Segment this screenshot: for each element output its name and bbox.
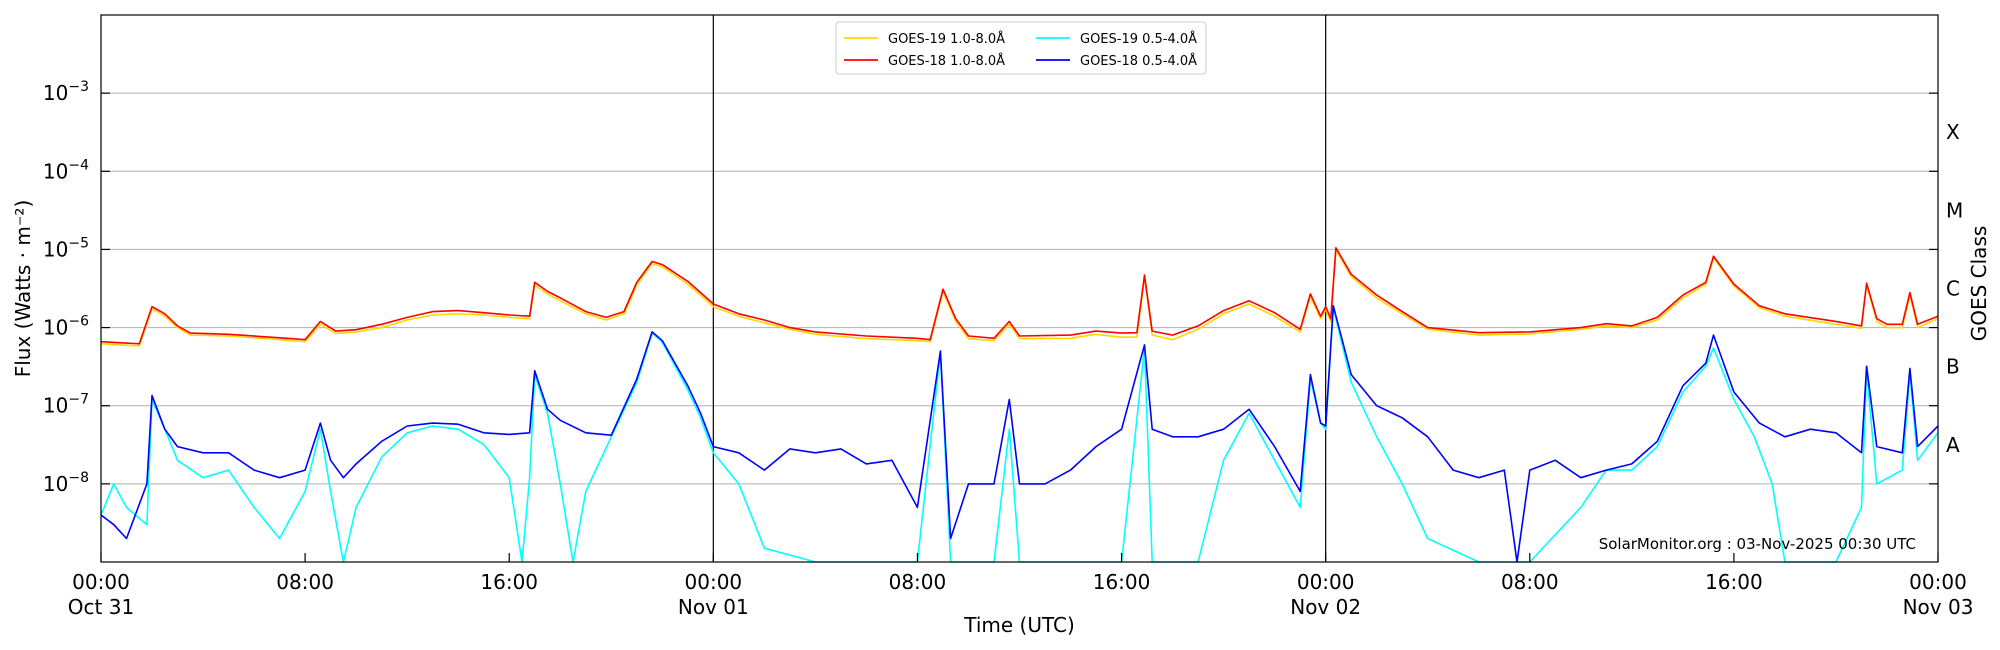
x-tick-label: 00:00 bbox=[72, 570, 130, 594]
x-tick-date-label: Nov 01 bbox=[678, 595, 749, 619]
x-tick-label: 00:00 bbox=[1909, 570, 1967, 594]
legend-label: GOES-18 1.0-8.0Å bbox=[888, 53, 1005, 69]
y-tick-label: 10−8 bbox=[43, 470, 89, 496]
legend: GOES-19 1.0-8.0Å GOES-19 0.5-4.0Å GOES-18 … bbox=[835, 21, 1207, 75]
series-line bbox=[100, 305, 1939, 563]
x-tick-label: 16:00 bbox=[1093, 570, 1151, 594]
x-tick-label: 00:00 bbox=[685, 570, 743, 594]
series-line bbox=[100, 249, 1939, 347]
legend-box bbox=[835, 21, 1207, 75]
x-tick-label: 16:00 bbox=[1705, 570, 1763, 594]
goes-class-label: C bbox=[1946, 277, 1960, 301]
legend-label: GOES-19 1.0-8.0Å bbox=[888, 31, 1005, 47]
goes-class-labels: A B C M X bbox=[1946, 120, 1963, 457]
y-axis-title: Flux (Watts · m⁻²) bbox=[11, 200, 35, 378]
y-axis-right-title: GOES Class bbox=[1967, 226, 1991, 342]
goes-class-label: X bbox=[1946, 120, 1960, 144]
x-tick-label: 16:00 bbox=[480, 570, 538, 594]
x-tick-label: 08:00 bbox=[889, 570, 947, 594]
y-tick-label: 10−6 bbox=[43, 314, 89, 340]
goes-class-label: B bbox=[1946, 355, 1960, 379]
legend-label: GOES-18 0.5-4.0Å bbox=[1080, 53, 1197, 69]
x-tick-date-label: Nov 03 bbox=[1903, 595, 1974, 619]
x-tick-label: 08:00 bbox=[1501, 570, 1559, 594]
x-tick-label: 08:00 bbox=[276, 570, 334, 594]
y-tick-label: 10−7 bbox=[43, 392, 89, 418]
series-line bbox=[100, 247, 1939, 345]
gridlines bbox=[101, 92, 1938, 485]
source-annotation: SolarMonitor.org : 03-Nov-2025 00:30 UTC bbox=[1599, 535, 1916, 553]
x-tick-date-label: Oct 31 bbox=[68, 595, 134, 619]
day-separators bbox=[712, 15, 1327, 562]
plot-frame bbox=[100, 14, 1939, 563]
goes-class-label: A bbox=[1946, 433, 1960, 457]
series-lines bbox=[100, 247, 1939, 563]
y-tick-label: 10−5 bbox=[43, 235, 89, 261]
series-line bbox=[100, 306, 1939, 563]
goes-class-label: M bbox=[1946, 198, 1963, 222]
x-tick-label: 00:00 bbox=[1297, 570, 1355, 594]
legend-label: GOES-19 0.5-4.0Å bbox=[1080, 31, 1197, 47]
y-tick-label: 10−3 bbox=[43, 79, 89, 105]
x-axis-title: Time (UTC) bbox=[963, 613, 1075, 637]
x-tick-date-label: Nov 02 bbox=[1290, 595, 1361, 619]
y-tick-label: 10−4 bbox=[43, 157, 89, 183]
